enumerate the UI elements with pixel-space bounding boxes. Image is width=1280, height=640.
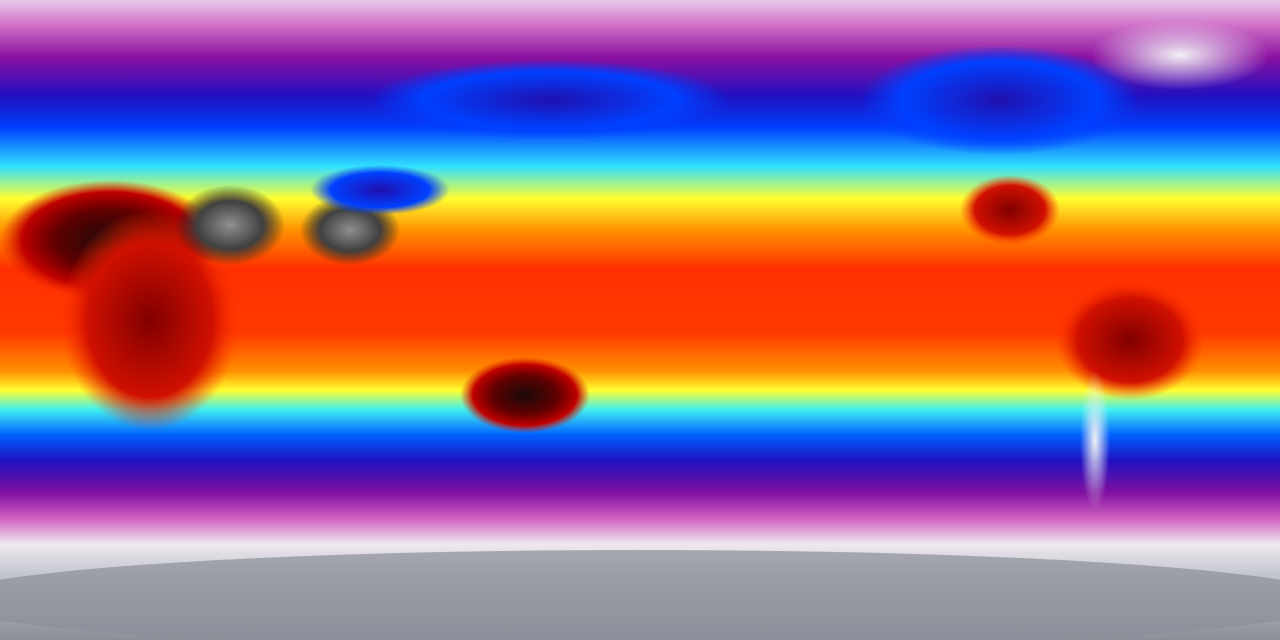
andes (1080, 370, 1110, 510)
north-america (860, 45, 1140, 155)
mexico (960, 175, 1060, 245)
greenland (1090, 20, 1270, 90)
africa (60, 210, 240, 430)
antarctica (0, 550, 1280, 640)
australia (460, 357, 590, 433)
siberia (370, 60, 730, 140)
south-america (1055, 280, 1205, 400)
tibet (310, 165, 450, 215)
arabia (175, 185, 285, 265)
